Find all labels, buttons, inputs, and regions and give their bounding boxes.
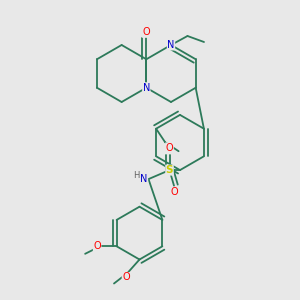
Text: O: O [142, 27, 150, 37]
Text: N: N [140, 174, 148, 184]
Text: O: O [122, 272, 130, 283]
Text: O: O [93, 241, 101, 251]
Text: O: O [170, 187, 178, 197]
Text: O: O [166, 143, 173, 153]
Text: N: N [167, 40, 175, 50]
Text: N: N [142, 83, 150, 93]
Text: S: S [166, 165, 173, 175]
Text: H: H [133, 171, 140, 180]
